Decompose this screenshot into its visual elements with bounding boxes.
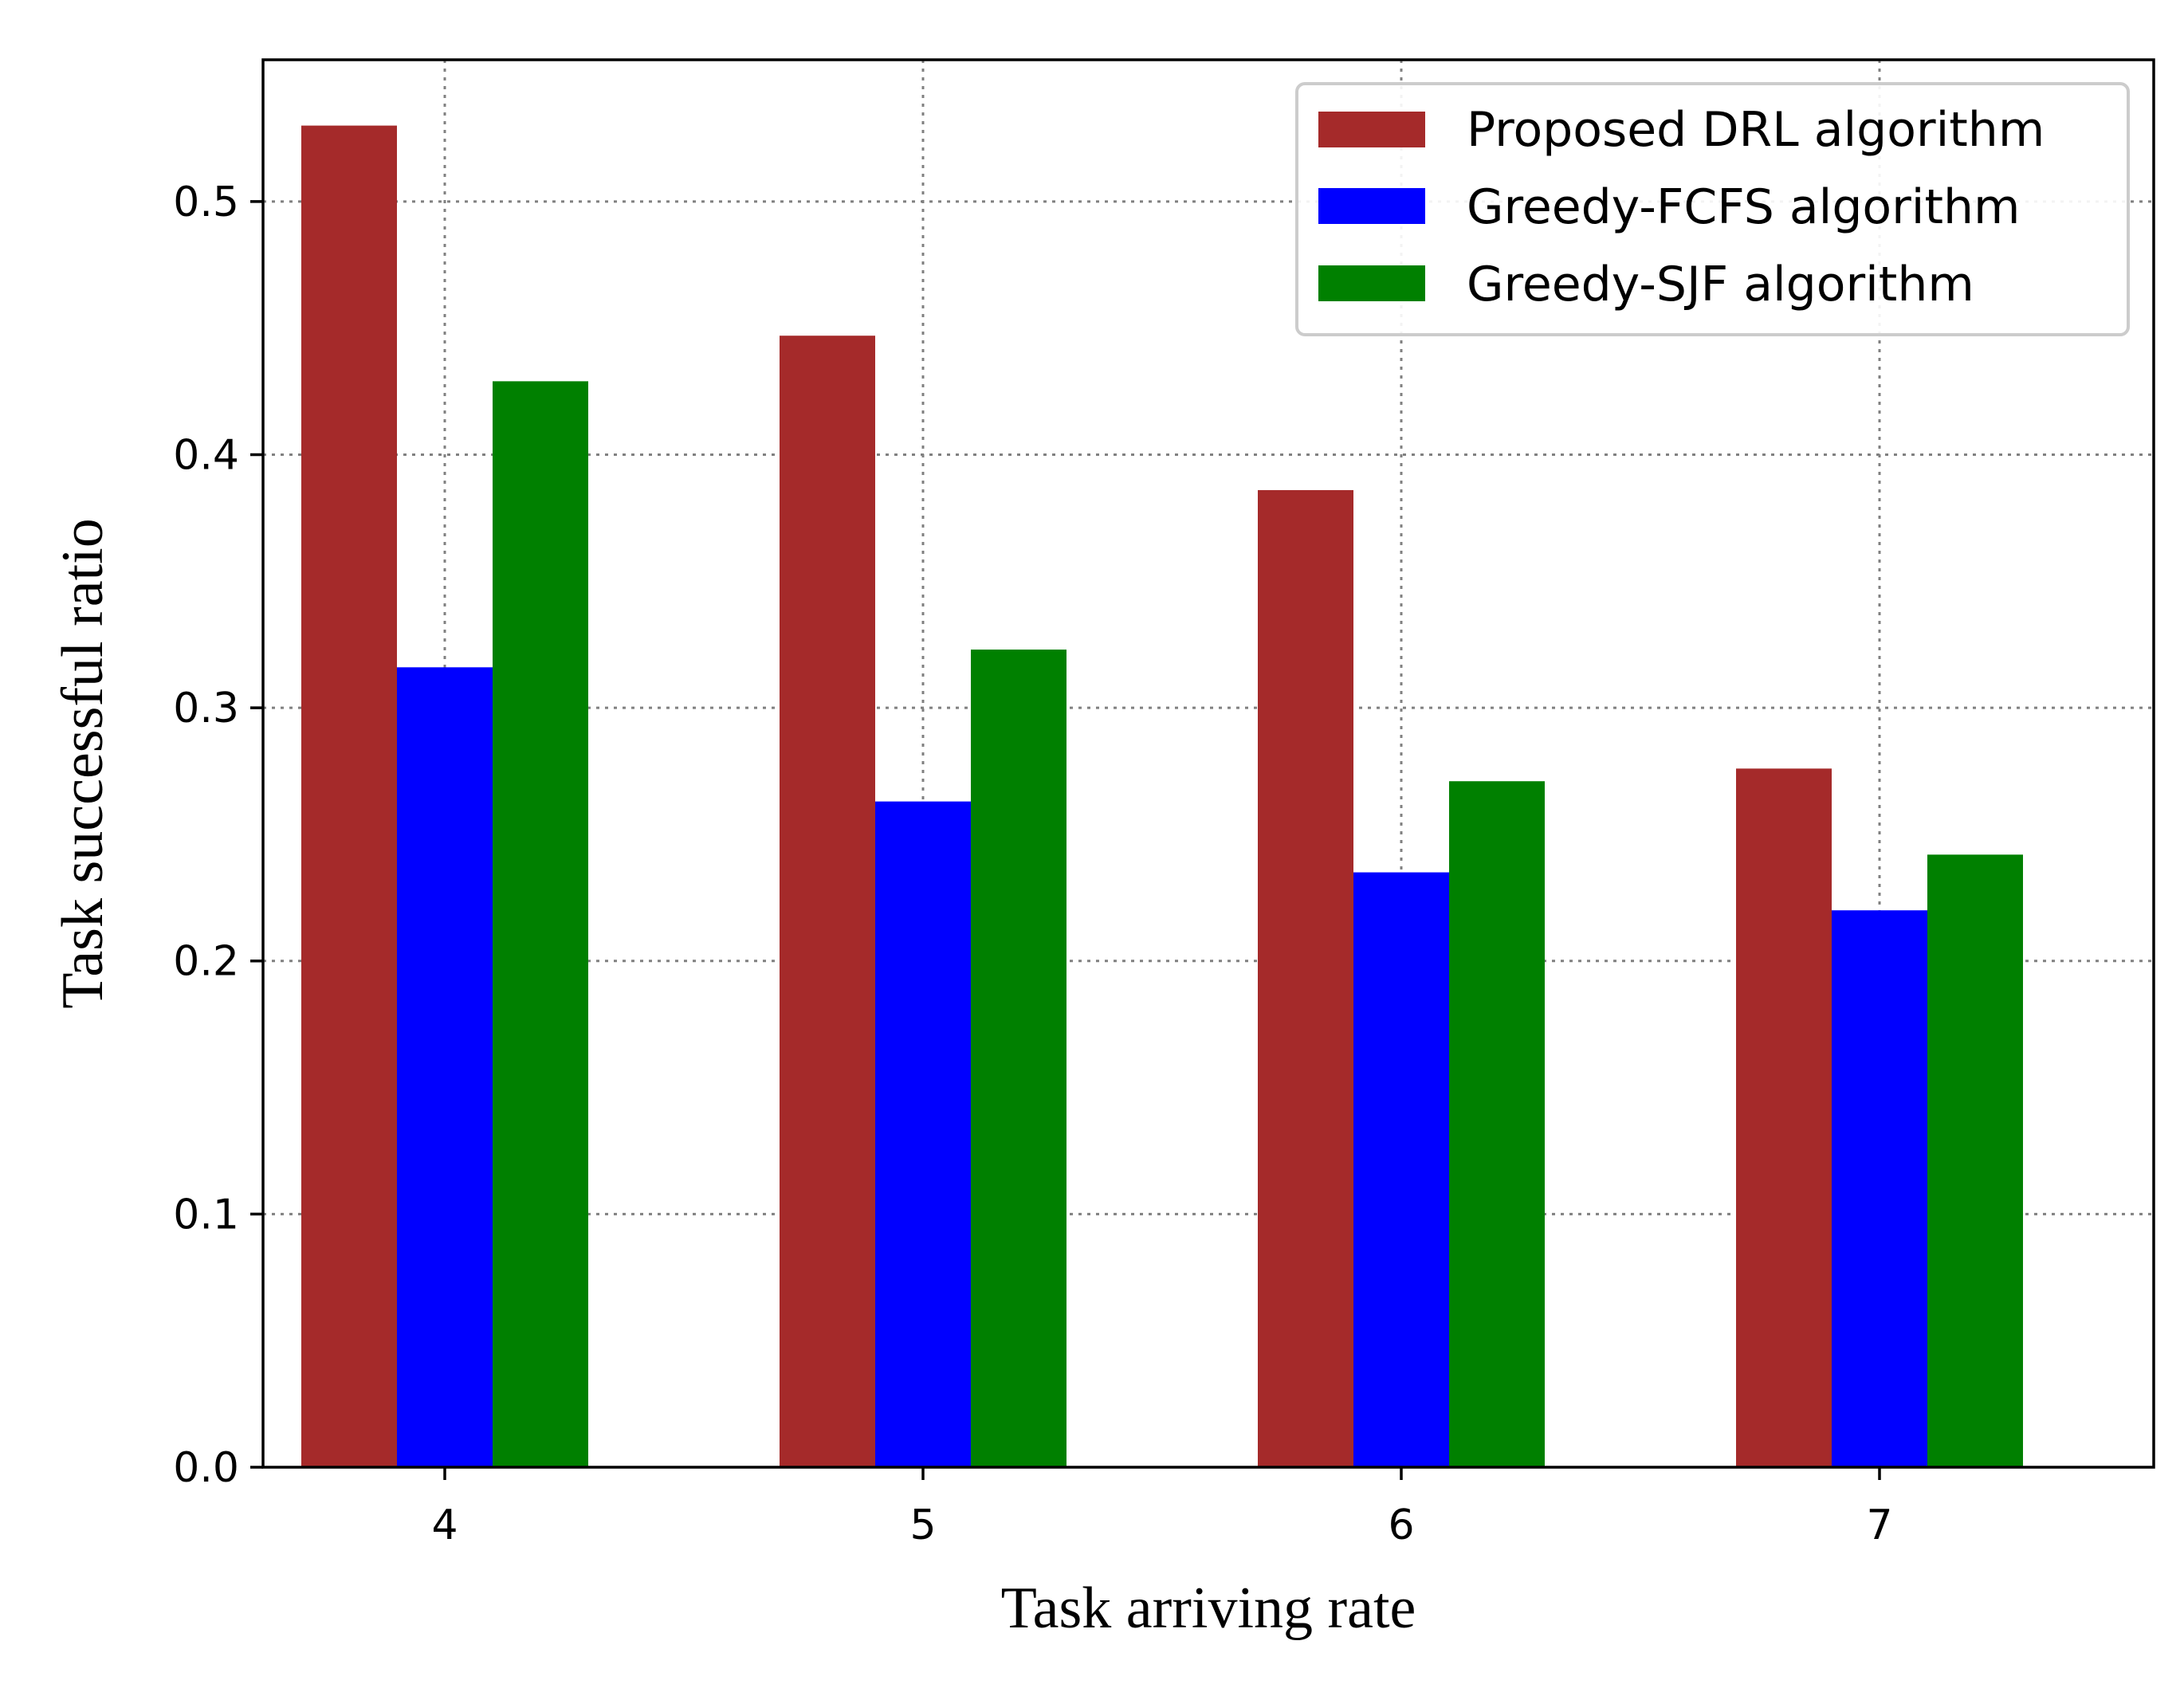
- x-tick-label: 5: [909, 1501, 936, 1549]
- y-tick-label: 0.4: [173, 431, 239, 479]
- legend-swatch-greedy-fcfs: [1318, 188, 1425, 224]
- bar-proposed-drl-algorithm-5: [780, 336, 875, 1468]
- bars: [301, 125, 2023, 1468]
- plot-area-frame: [261, 58, 2155, 1469]
- legend-label-greedy-sjf: Greedy-SJF algorithm: [1467, 257, 1974, 312]
- bar-greedy-sjf-algorithm-6: [1449, 781, 1545, 1467]
- bar-proposed-drl-algorithm-7: [1736, 768, 1832, 1467]
- legend-box: [1295, 82, 2130, 336]
- legend-label-proposed-drl: Proposed DRL algorithm: [1467, 102, 2045, 158]
- legend-swatch-greedy-sjf: [1318, 265, 1425, 301]
- bar-greedy-sjf-algorithm-4: [493, 381, 588, 1467]
- bar-greedy-fcfs-algorithm-4: [397, 667, 493, 1467]
- y-tick-label: 0.5: [173, 179, 239, 226]
- bar-proposed-drl-algorithm-6: [1258, 489, 1353, 1467]
- x-tick-label: 6: [1388, 1501, 1414, 1549]
- x-axis-title: Task arriving rate: [1001, 1576, 1416, 1641]
- legend-swatch-proposed-drl: [1318, 112, 1425, 147]
- bar-greedy-fcfs-algorithm-6: [1353, 872, 1449, 1467]
- legend: Proposed DRL algorithm Greedy-FCFS algor…: [1295, 82, 2130, 336]
- y-axis-title: Task successful ratio: [50, 518, 116, 1008]
- y-tick-label: 0.3: [173, 685, 239, 732]
- bar-proposed-drl-algorithm-4: [301, 125, 397, 1467]
- y-tick-label: 0.1: [173, 1191, 239, 1238]
- axis-ticks: 0.0 0.1 0.2 0.3 0.4 0.5 4 5 6 7: [173, 179, 1892, 1549]
- bar-greedy-fcfs-algorithm-7: [1832, 910, 1927, 1467]
- y-tick-label: 0.2: [173, 938, 239, 986]
- legend-label-greedy-fcfs: Greedy-FCFS algorithm: [1467, 179, 2020, 235]
- bar-greedy-sjf-algorithm-5: [971, 650, 1066, 1467]
- bar-greedy-sjf-algorithm-7: [1927, 854, 2023, 1467]
- x-tick-label: 7: [1866, 1501, 1892, 1549]
- bar-greedy-fcfs-algorithm-5: [875, 801, 971, 1467]
- x-tick-label: 4: [431, 1501, 458, 1549]
- y-tick-label: 0.0: [173, 1444, 239, 1492]
